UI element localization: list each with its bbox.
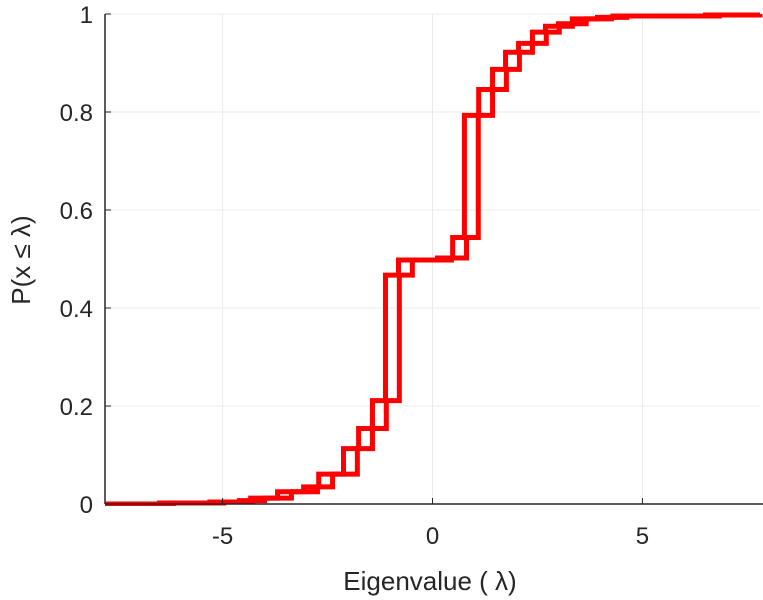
cdf-series-2 [105, 12, 763, 506]
y-tick-label: 0.4 [60, 296, 93, 323]
axes [104, 13, 763, 505]
x-tick-label: 0 [426, 523, 439, 550]
y-tick-label: 0.6 [60, 198, 93, 225]
tick-labels: -5 0 5 0 0.2 0.4 0.6 0.8 1 [60, 2, 649, 550]
series-group [105, 12, 763, 506]
x-axis-label: Eigenvalue ( λ) [343, 566, 516, 596]
y-tick-label: 0.8 [60, 100, 93, 127]
y-tick-label: 1 [80, 2, 93, 29]
y-tick-label: 0 [80, 492, 93, 519]
y-axis-label: P(x ≤ λ) [6, 215, 36, 304]
x-tick-label: 5 [636, 523, 649, 550]
x-tick-label: -5 [212, 523, 233, 550]
y-tick-label: 0.2 [60, 394, 93, 421]
